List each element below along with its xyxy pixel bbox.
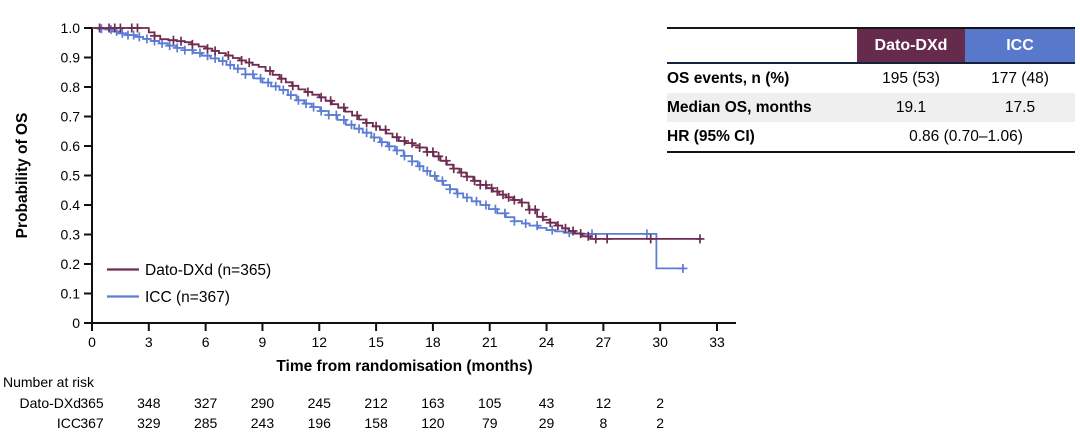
risk-count: 120 xyxy=(421,415,445,431)
results-table-row-median-os: Median OS, months 19.1 17.5 xyxy=(667,93,1075,122)
os-events-dato-value: 195 (53) xyxy=(882,69,940,87)
icc-legend-label: ICC (n=367) xyxy=(145,289,230,306)
risk-count: 290 xyxy=(251,395,275,411)
results-table-header-icc: ICC xyxy=(965,29,1075,62)
risk-count: 8 xyxy=(599,415,607,431)
x-tick-label: 27 xyxy=(596,334,612,350)
dato-censor-marks xyxy=(95,23,705,244)
median-os-dato-value: 19.1 xyxy=(895,98,927,116)
y-tick-label: 0.1 xyxy=(61,286,81,302)
risk-count: 245 xyxy=(308,395,332,411)
y-tick-label: 1.0 xyxy=(61,20,81,36)
risk-count: 163 xyxy=(421,395,445,411)
icc-censor-marks xyxy=(96,24,688,273)
hr-value: 0.86 (0.70–1.06) xyxy=(909,127,1023,145)
x-tick-label: 18 xyxy=(425,334,441,350)
y-axis-title: Probability of OS xyxy=(14,113,31,239)
risk-count: 2 xyxy=(656,395,664,411)
x-tick-label: 30 xyxy=(652,334,668,350)
results-table-header-row: Dato-DXd ICC xyxy=(667,29,1075,64)
row-label: OS events, n (%) xyxy=(667,69,790,87)
y-tick-label: 0.6 xyxy=(61,138,81,154)
results-table-corner-cell xyxy=(667,29,857,62)
x-tick-label: 9 xyxy=(259,334,267,350)
risk-count: 43 xyxy=(539,395,555,411)
x-tick-label: 15 xyxy=(368,334,384,350)
risk-count: 12 xyxy=(596,395,612,411)
risk-count: 329 xyxy=(137,415,161,431)
risk-count: 285 xyxy=(194,415,218,431)
x-tick-label: 3 xyxy=(145,334,153,350)
y-tick-label: 0.5 xyxy=(61,168,81,184)
risk-count: 367 xyxy=(80,415,104,431)
risk-count: 105 xyxy=(478,395,502,411)
risk-count: 243 xyxy=(251,415,275,431)
x-tick-label: 0 xyxy=(88,334,96,350)
number-at-risk-title: Number at risk xyxy=(3,374,95,390)
results-table-row-hr: HR (95% CI) 0.86 (0.70–1.06) xyxy=(667,122,1075,151)
risk-row-label: ICC xyxy=(57,415,81,431)
row-label: Median OS, months xyxy=(667,98,812,116)
y-tick-label: 0.3 xyxy=(61,227,81,243)
y-tick-label: 0.9 xyxy=(61,50,81,66)
risk-count: 79 xyxy=(482,415,498,431)
os-events-icc-value: 177 (48) xyxy=(991,69,1049,87)
y-tick-label: 0.2 xyxy=(61,256,81,272)
results-table-header-dato: Dato-DXd xyxy=(857,29,965,62)
y-tick-label: 0.7 xyxy=(61,109,81,125)
x-tick-label: 12 xyxy=(311,334,327,350)
median-os-icc-value: 17.5 xyxy=(1004,98,1036,116)
risk-count: 158 xyxy=(364,415,388,431)
risk-count: 365 xyxy=(80,395,104,411)
risk-count: 348 xyxy=(137,395,161,411)
risk-count: 327 xyxy=(194,395,218,411)
risk-count: 2 xyxy=(656,415,664,431)
x-axis-title: Time from randomisation (months) xyxy=(276,358,532,375)
results-table-row-os-events: OS events, n (%) 195 (53) 177 (48) xyxy=(667,64,1075,93)
risk-row-label: Dato-DXd xyxy=(20,395,81,411)
icc-series xyxy=(92,24,688,273)
legend: Dato-DXd (n=365) ICC (n=367) xyxy=(107,262,271,306)
x-tick-label: 24 xyxy=(539,334,555,350)
risk-count: 212 xyxy=(364,395,388,411)
dato-legend-label: Dato-DXd (n=365) xyxy=(145,262,271,279)
risk-count: 29 xyxy=(539,415,555,431)
y-tick-label: 0 xyxy=(72,315,80,331)
row-label: HR (95% CI) xyxy=(667,127,755,145)
results-table: Dato-DXd ICC OS events, n (%) 195 (53) 1… xyxy=(667,27,1075,153)
y-tick-label: 0.8 xyxy=(61,79,81,95)
dato-series xyxy=(92,23,705,244)
icc-survival-curve xyxy=(92,27,685,270)
axes: 0 0.1 0.2 0.3 0.4 0.5 0.6 0.7 0.8 0.9 1.0 0 3 6 9 12 15 1… xyxy=(14,20,736,375)
y-tick-label: 0.4 xyxy=(61,197,81,213)
x-tick-label: 33 xyxy=(709,334,725,350)
x-tick-label: 6 xyxy=(202,334,210,350)
risk-count: 196 xyxy=(308,415,332,431)
x-tick-label: 21 xyxy=(482,334,498,350)
